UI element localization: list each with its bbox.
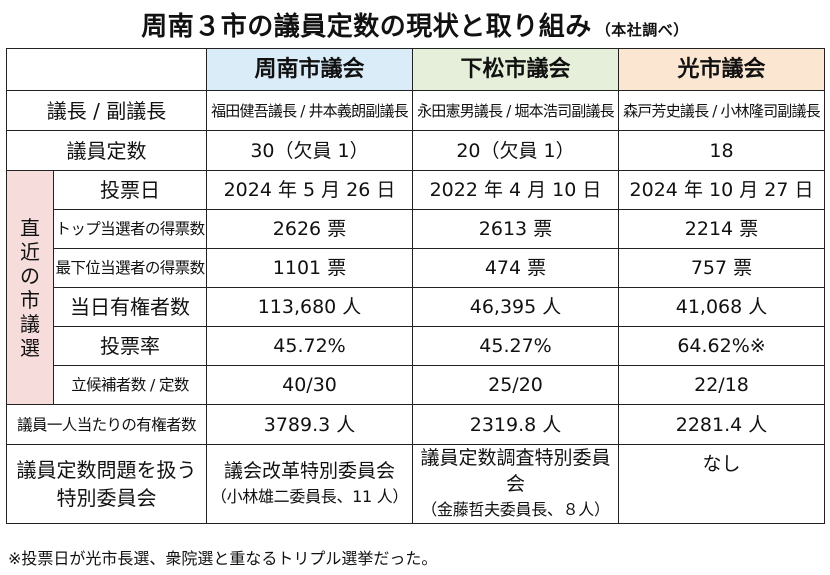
committee-name: 議会改革特別委員会 (223, 460, 395, 482)
title-note: （本社調べ） (595, 21, 689, 39)
header-hikari: 光市議会 (618, 48, 825, 91)
cell-vote-date-kudamatsu: 2022 年 4 月 10 日 (412, 170, 619, 210)
row-label-turnout: 投票率 (53, 326, 207, 366)
comparison-table: 周南市議会 下松市議会 光市議会 議長 / 副議長 福田健吾議長 / 井本義朗副… (6, 48, 825, 524)
cell-turnout-hikari: 64.62%※ (618, 326, 825, 366)
cell-voters-shunan: 113,680 人 (206, 287, 413, 327)
cell-per-member-shunan: 3789.3 人 (206, 404, 413, 445)
cell-committee-kudamatsu: 議員定数調査特別委員会 （金藤哲夫委員長、８人） (412, 444, 619, 524)
cell-top-votes-hikari: 2214 票 (618, 209, 825, 249)
header-shunan: 周南市議会 (206, 48, 413, 91)
cell-lowest-votes-hikari: 757 票 (618, 248, 825, 288)
committee-chair-note: （金藤哲夫委員長、８人） (421, 500, 610, 519)
cell-voters-hikari: 41,068 人 (618, 287, 825, 327)
cell-seats-hikari: 18 (618, 130, 825, 171)
cell-turnout-shunan: 45.72% (206, 326, 413, 366)
vertical-char: 市 (20, 287, 40, 312)
row-label-candidates: 立候補者数 / 定数 (53, 365, 207, 405)
vertical-char: 近 (20, 239, 40, 264)
cell-committee-hikari: なし (618, 444, 825, 524)
vertical-char: の (20, 263, 40, 288)
cell-lowest-votes-shunan: 1101 票 (206, 248, 413, 288)
cell-per-member-hikari: 2281.4 人 (618, 404, 825, 445)
cell-top-votes-shunan: 2626 票 (206, 209, 413, 249)
table-row: 議長 / 副議長 福田健吾議長 / 井本義朗副議長 永田憲男議長 / 堀本浩司副… (6, 90, 825, 131)
header-row: 周南市議会 下松市議会 光市議会 (6, 48, 825, 91)
vertical-char: 直 (20, 215, 40, 240)
election-group-label: 直 近 の 市 議 選 (6, 170, 54, 405)
cell-voters-kudamatsu: 46,395 人 (412, 287, 619, 327)
header-blank-cell (6, 48, 207, 91)
cell-committee-shunan: 議会改革特別委員会 （小林雄二委員長、11 人） (206, 444, 413, 524)
table-row: 立候補者数 / 定数 40/30 25/20 22/18 (7, 365, 825, 405)
cell-chair-shunan: 福田健吾議長 / 井本義朗副議長 (206, 90, 413, 131)
row-label-lowest-votes: 最下位当選者の得票数 (53, 248, 207, 288)
cell-lowest-votes-kudamatsu: 474 票 (412, 248, 619, 288)
table-row: 最下位当選者の得票数 1101 票 474 票 757 票 (7, 248, 825, 288)
cell-chair-hikari: 森戸芳史議長 / 小林隆司副議長 (618, 90, 825, 131)
vertical-char: 選 (20, 335, 40, 360)
row-label-seats: 議員定数 (6, 130, 207, 171)
title-text: 周南３市の議員定数の現状と取り組み (141, 12, 592, 42)
table-row: 議員一人当たりの有権者数 3789.3 人 2319.8 人 2281.4 人 (6, 404, 825, 445)
cell-turnout-kudamatsu: 45.27% (412, 326, 619, 366)
table-row: 議員定数問題を扱う 特別委員会 議会改革特別委員会 （小林雄二委員長、11 人）… (6, 444, 825, 524)
table-row: 投票率 45.72% 45.27% 64.62%※ (7, 326, 825, 366)
row-label-per-member: 議員一人当たりの有権者数 (6, 404, 207, 445)
cell-top-votes-kudamatsu: 2613 票 (412, 209, 619, 249)
table-row: 当日有権者数 113,680 人 46,395 人 41,068 人 (7, 287, 825, 327)
cell-vote-date-shunan: 2024 年 5 月 26 日 (206, 170, 413, 210)
page-title: 周南３市の議員定数の現状と取り組み （本社調べ） (0, 6, 830, 43)
cell-candidates-kudamatsu: 25/20 (412, 365, 619, 405)
row-label-voters: 当日有権者数 (53, 287, 207, 327)
cell-vote-date-hikari: 2024 年 10 月 27 日 (618, 170, 825, 210)
committee-label-line1: 議員定数問題を扱う (16, 458, 197, 482)
cell-candidates-hikari: 22/18 (618, 365, 825, 405)
table-row: 議員定数 30（欠員 1） 20（欠員 1） 18 (6, 130, 825, 171)
header-kudamatsu: 下松市議会 (412, 48, 619, 91)
table-row: 直 近 の 市 議 選 投票日 2024 年 5 月 26 日 2022 年 4… (6, 170, 825, 405)
committee-name: なし (702, 453, 741, 475)
committee-label-line2: 特別委員会 (56, 486, 157, 510)
cell-seats-kudamatsu: 20（欠員 1） (412, 130, 619, 171)
cell-chair-kudamatsu: 永田憲男議長 / 堀本浩司副議長 (412, 90, 619, 131)
cell-seats-shunan: 30（欠員 1） (206, 130, 413, 171)
committee-name: 議員定数調査特別委員会 (420, 447, 611, 495)
row-label-committee: 議員定数問題を扱う 特別委員会 (6, 444, 207, 524)
vertical-char: 議 (20, 311, 40, 336)
footnote: ※投票日が光市長選、衆院選と重なるトリプル選挙だった。 (8, 549, 438, 568)
row-label-chair: 議長 / 副議長 (6, 90, 207, 131)
committee-chair-note: （小林雄二委員長、11 人） (210, 487, 409, 506)
row-label-vote-date: 投票日 (53, 170, 207, 210)
cell-candidates-shunan: 40/30 (206, 365, 413, 405)
table-row: トップ当選者の得票数 2626 票 2613 票 2214 票 (7, 209, 825, 249)
row-label-top-votes: トップ当選者の得票数 (53, 209, 207, 249)
cell-per-member-kudamatsu: 2319.8 人 (412, 404, 619, 445)
